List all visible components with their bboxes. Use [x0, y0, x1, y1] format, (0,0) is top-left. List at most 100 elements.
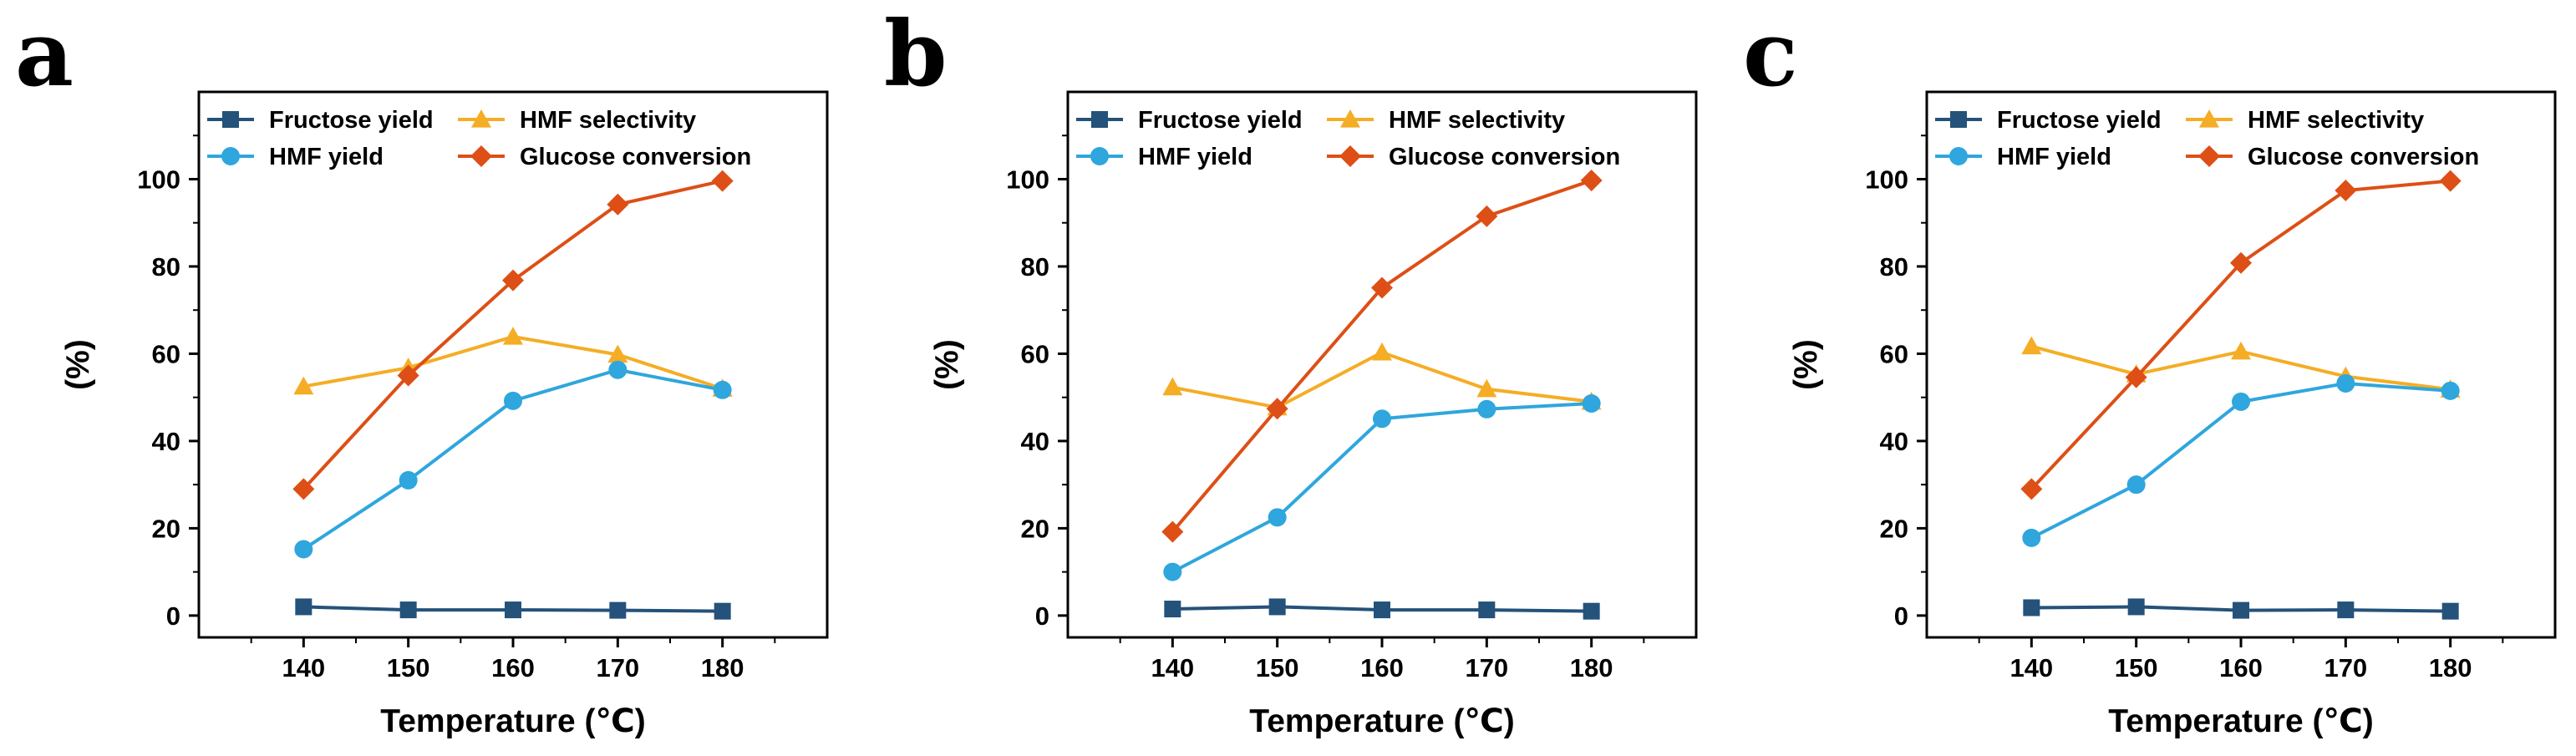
data-point-fructose-yield: [2233, 601, 2249, 619]
legend-item-glucose-conversion: Glucose conversion: [1327, 144, 1620, 170]
y-tick-label: 60: [1021, 339, 1049, 368]
y-tick-label: 40: [1880, 427, 1908, 456]
series-line-hmf-yield: [1171, 401, 1592, 574]
data-point-fructose-yield: [609, 601, 627, 619]
plot-frame: [197, 90, 829, 639]
y-tick-label: 80: [1021, 252, 1049, 282]
series-line-hmf-selectivity: [1171, 350, 1592, 409]
panel-letter: c: [1743, 2, 1798, 107]
legend-item-glucose-conversion: Glucose conversion: [2186, 144, 2479, 170]
y-tick-label: 20: [152, 514, 180, 543]
data-point-hmf-yield: [1582, 393, 1601, 413]
data-point-fructose-yield: [2127, 598, 2145, 616]
legend-label: HMF selectivity: [1389, 107, 1565, 134]
y-tick-label: 20: [1880, 514, 1908, 543]
series-hmf-selectivity: [293, 327, 733, 397]
legend-marker: [1090, 147, 1109, 165]
x-tick-label: 140: [282, 653, 325, 682]
legend-label: HMF yield: [1997, 144, 2111, 170]
legend-marker: [1950, 111, 1967, 128]
y-tick-label: 60: [152, 339, 180, 368]
data-point-hmf-yield: [1163, 562, 1182, 581]
data-point-hmf-selectivity: [1476, 378, 1497, 398]
data-point-hmf-yield: [1268, 508, 1287, 527]
y-tick-label: 20: [1021, 514, 1049, 543]
data-point-glucose-conversion: [1161, 520, 1184, 543]
series-fructose-yield: [1164, 598, 1600, 620]
data-point-hmf-yield: [608, 360, 627, 379]
legend-marker: [2198, 145, 2220, 167]
data-point-fructose-yield: [1478, 601, 1496, 619]
data-point-fructose-yield: [399, 601, 417, 619]
data-point-hmf-yield: [294, 540, 313, 559]
legend-item-hmf-selectivity: HMF selectivity: [458, 107, 696, 134]
series-glucose-conversion: [1161, 170, 1603, 543]
x-axis-title: Temperature (℃): [2108, 703, 2373, 739]
data-point-hmf-selectivity: [503, 327, 523, 345]
x-tick-label: 170: [596, 653, 639, 682]
y-tick-label: 0: [1035, 601, 1049, 631]
data-point-hmf-selectivity: [607, 344, 628, 363]
legend-marker: [221, 147, 240, 165]
series-hmf-yield: [1163, 393, 1601, 581]
data-point-glucose-conversion: [2335, 180, 2357, 202]
data-point-fructose-yield: [1374, 601, 1390, 619]
data-point-glucose-conversion: [292, 478, 315, 500]
x-tick-label: 160: [1360, 653, 1404, 682]
data-point-hmf-yield: [2232, 392, 2250, 411]
data-point-fructose-yield: [1164, 601, 1181, 618]
legend: Fructose yield HMF selectivity HMF yield Gl…: [1076, 107, 1620, 170]
panel-letter: b: [884, 2, 948, 107]
y-axis-title: (%): [60, 339, 96, 390]
data-point-hmf-yield: [713, 380, 732, 399]
legend-label: HMF selectivity: [520, 107, 696, 134]
data-point-glucose-conversion: [1371, 277, 1393, 299]
data-point-glucose-conversion: [711, 170, 734, 192]
data-point-glucose-conversion: [2020, 478, 2043, 500]
data-point-glucose-conversion: [2230, 251, 2252, 274]
x-tick-label: 160: [2219, 653, 2263, 682]
data-point-hmf-selectivity: [2231, 341, 2251, 360]
legend-label: HMF yield: [269, 144, 384, 170]
data-point-fructose-yield: [714, 602, 731, 620]
x-tick-label: 170: [1465, 653, 1508, 682]
y-tick-label: 80: [152, 252, 180, 282]
legend-item-fructose-yield: Fructose yield: [1076, 107, 1303, 134]
y-tick-label: 0: [1894, 601, 1908, 631]
series-fructose-yield: [295, 598, 731, 620]
data-point-hmf-yield: [2126, 475, 2146, 495]
series-hmf-yield: [2022, 373, 2460, 547]
data-point-fructose-yield: [2023, 599, 2040, 616]
legend-label: HMF yield: [1138, 144, 1252, 170]
legend-marker: [1091, 111, 1108, 128]
legend-marker: [2199, 109, 2219, 128]
data-point-glucose-conversion: [2125, 366, 2147, 388]
data-point-fructose-yield: [1268, 598, 1286, 616]
legend-marker: [471, 109, 491, 128]
y-tick-label: 100: [137, 165, 180, 194]
series-glucose-conversion: [292, 170, 734, 500]
legend-label: Glucose conversion: [2248, 144, 2479, 170]
data-point-hmf-yield: [2022, 528, 2041, 547]
legend-label: Fructose yield: [1138, 107, 1303, 134]
x-tick-label: 180: [701, 653, 744, 682]
y-tick-label: 100: [1865, 165, 1908, 194]
legend-label: HMF selectivity: [2248, 107, 2424, 134]
legend-item-hmf-selectivity: HMF selectivity: [1327, 107, 1565, 134]
plot-frame: [1066, 90, 1698, 639]
y-tick-label: 80: [1880, 252, 1908, 282]
y-tick-label: 40: [152, 427, 180, 456]
data-point-fructose-yield: [1583, 602, 1600, 620]
data-point-hmf-yield: [504, 391, 522, 410]
plot-frame: [1925, 90, 2557, 639]
legend: Fructose yield HMF selectivity HMF yield Gl…: [1935, 107, 2479, 170]
data-point-glucose-conversion: [2439, 170, 2462, 192]
data-point-hmf-selectivity: [2021, 336, 2042, 355]
legend-marker: [222, 111, 239, 128]
data-point-hmf-selectivity: [1162, 377, 1183, 396]
data-point-hmf-yield: [1477, 399, 1496, 419]
panel-letter: a: [15, 2, 74, 107]
legend-item-glucose-conversion: Glucose conversion: [458, 144, 751, 170]
data-point-hmf-yield: [1373, 409, 1391, 429]
series-line-glucose-conversion: [2030, 179, 2451, 490]
